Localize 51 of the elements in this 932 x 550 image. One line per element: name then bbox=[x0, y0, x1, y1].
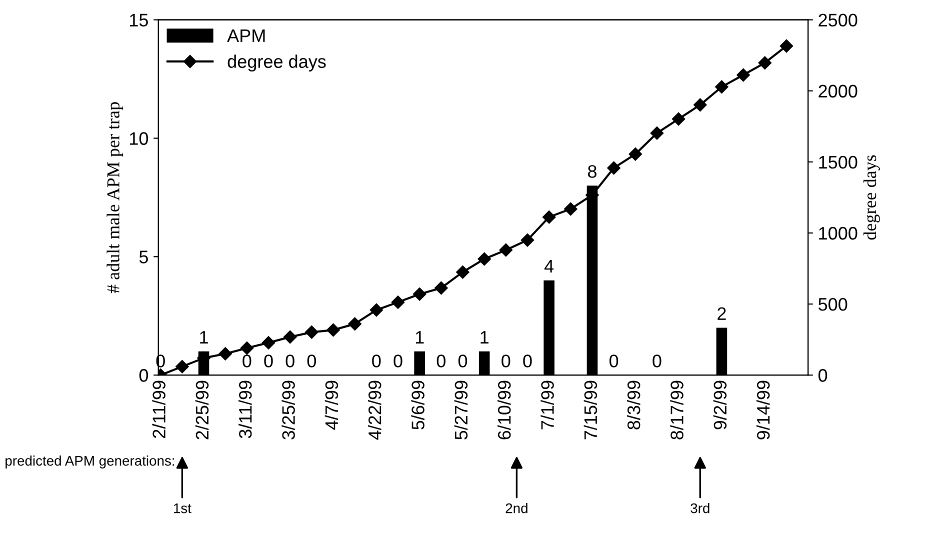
x-tick-label: 7/15/99 bbox=[584, 380, 598, 440]
y2-tick-label: 2000 bbox=[818, 84, 858, 98]
x-tick-label: 3/25/99 bbox=[282, 380, 295, 440]
data-label: 0 bbox=[242, 354, 252, 368]
x-tick-label: 9/14/99 bbox=[756, 380, 770, 440]
legend-label: degree days bbox=[228, 54, 326, 72]
data-label: 0 bbox=[394, 354, 402, 368]
data-label: 2 bbox=[718, 307, 726, 320]
y2-tick-label: 500 bbox=[818, 298, 848, 311]
x-tick-label: 4/22/99 bbox=[368, 380, 382, 440]
data-label: 0 bbox=[458, 354, 468, 368]
data-label: 0 bbox=[436, 354, 446, 368]
data-label: 4 bbox=[544, 260, 554, 272]
x-tick-label: 5/6/99 bbox=[411, 380, 424, 430]
text: 1st bbox=[174, 504, 192, 514]
y2-tick-label: 1500 bbox=[819, 156, 858, 169]
x-tick-label: 9/2/99 bbox=[713, 380, 727, 430]
y-axis-title: # adult male APM per trap bbox=[106, 102, 124, 294]
text: predicted APM generations: bbox=[6, 456, 174, 468]
x-tick-label: 8/3/99 bbox=[626, 380, 640, 430]
data-label: 0 bbox=[652, 354, 662, 368]
legend-label: APM bbox=[227, 29, 265, 42]
data-label: 0 bbox=[502, 354, 510, 368]
y-tick-label: 10 bbox=[130, 132, 148, 145]
data-label: 1 bbox=[200, 331, 208, 344]
data-label: 0 bbox=[286, 354, 294, 368]
y-tick-label: 15 bbox=[130, 14, 148, 27]
x-tick-label: 5/27/99 bbox=[454, 380, 468, 440]
x-tick-label: 2/11/99 bbox=[152, 380, 166, 438]
text: 3rd bbox=[690, 503, 710, 514]
data-label: 0 bbox=[307, 354, 316, 368]
data-label: 1 bbox=[416, 331, 424, 344]
x-tick-label: 6/10/99 bbox=[497, 380, 511, 440]
data-label: 0 bbox=[523, 354, 532, 368]
data-label: 0 bbox=[609, 354, 618, 368]
data-label: 1 bbox=[480, 331, 488, 344]
y-tick-label: 5 bbox=[139, 250, 148, 264]
x-tick-label: 2/25/99 bbox=[195, 380, 209, 440]
data-label: 0 bbox=[264, 354, 273, 368]
x-tick-label: 3/11/99 bbox=[238, 380, 252, 438]
y2-tick-label: 0 bbox=[818, 369, 828, 382]
x-tick-label: 4/7/99 bbox=[324, 380, 338, 430]
data-label: 8 bbox=[588, 165, 596, 178]
y2-axis-title: degree days bbox=[863, 155, 880, 240]
y2-tick-label: 2500 bbox=[818, 14, 858, 27]
x-tick-label: 8/17/99 bbox=[670, 380, 684, 440]
y2-tick-label: 1000 bbox=[819, 226, 858, 240]
x-tick-label: 7/1/99 bbox=[540, 380, 554, 430]
y-tick-label: 0 bbox=[139, 369, 148, 382]
data-label: 0 bbox=[372, 354, 381, 368]
text: 2nd bbox=[506, 503, 528, 514]
